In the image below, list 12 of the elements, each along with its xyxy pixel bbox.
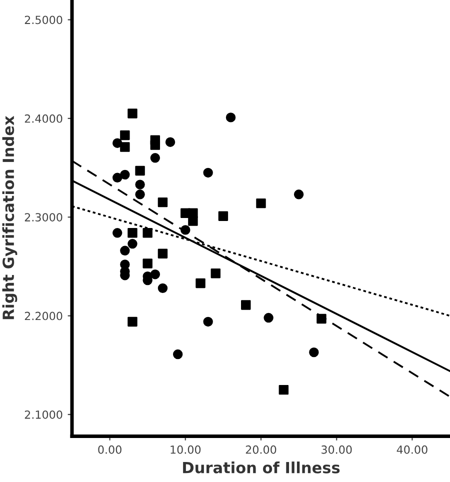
- y-tick-label: 2.4000: [24, 114, 62, 123]
- x-tick-label: 40.00: [396, 445, 428, 454]
- y-tick-label: 2.1000: [24, 410, 62, 419]
- x-axis-title: Duration of Illness: [183, 462, 340, 474]
- x-tick-label: 30.00: [322, 445, 352, 454]
- x-tick-label: 20.00: [246, 445, 276, 454]
- y-tick-label: 2.5000: [24, 16, 62, 24]
- x-tick-label: 0.00: [98, 445, 122, 454]
- y-axis-title: Right Gyrification Index: [2, 116, 18, 320]
- y-tick-label: 2.3000: [24, 213, 62, 222]
- y-tick-label: 2.2000: [24, 312, 62, 320]
- x-tick-label: 10.00: [170, 445, 201, 454]
